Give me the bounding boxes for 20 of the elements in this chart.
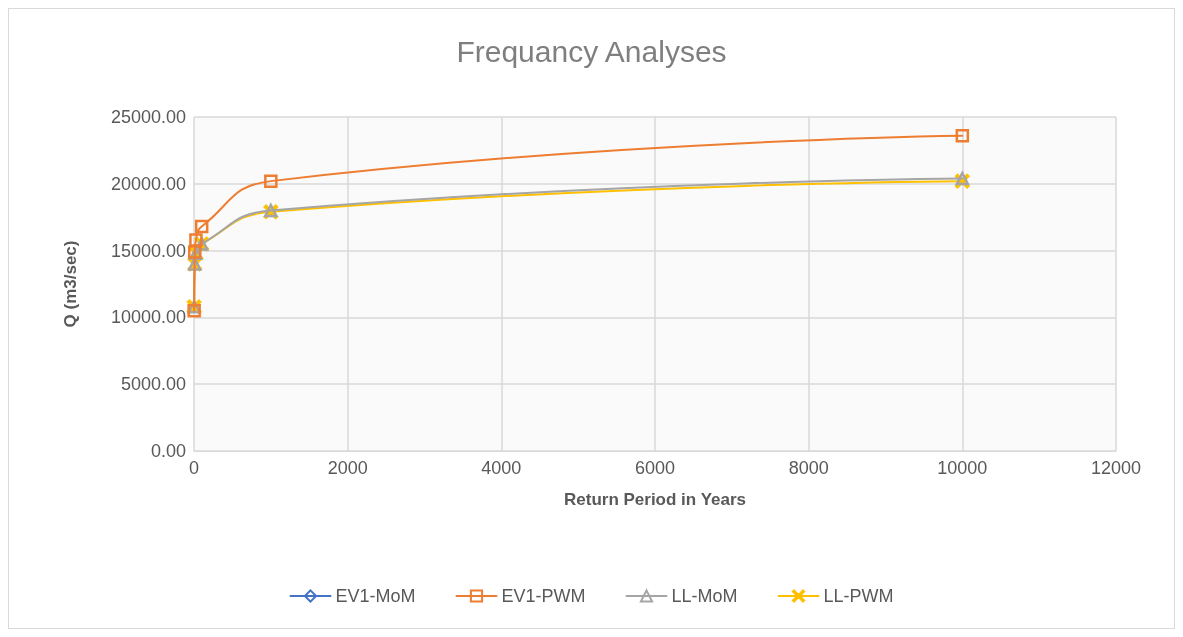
legend-label: EV1-MoM [335, 586, 416, 606]
y-axis-title: Q (m3/sec) [61, 240, 80, 328]
legend-label: EV1-PWM [501, 586, 586, 606]
x-axis-title: Return Period in Years [563, 490, 747, 509]
x-tick-label: 0 [188, 458, 200, 478]
y-tick-label: 20000.00 [110, 173, 186, 194]
x-tick-label: 4000 [481, 458, 522, 478]
chart-title: Frequancy Analyses [456, 34, 727, 68]
x-tick-label: 12000 [1090, 458, 1142, 478]
y-tick-label: 0.00 [150, 441, 186, 461]
y-tick-label: 25000.00 [110, 107, 186, 127]
x-tick-label: 6000 [634, 458, 676, 478]
y-tick-label: 5000.00 [120, 374, 186, 395]
y-tick-label: 10000.00 [110, 307, 186, 328]
legend-label: LL-MoM [671, 586, 738, 606]
x-tick-label: 8000 [788, 458, 829, 478]
x-tick-label: 10000 [937, 458, 988, 478]
y-tick-label: 15000.00 [110, 240, 186, 261]
x-tick-label: 2000 [327, 458, 368, 478]
legend-label: LL-PWM [823, 586, 894, 606]
